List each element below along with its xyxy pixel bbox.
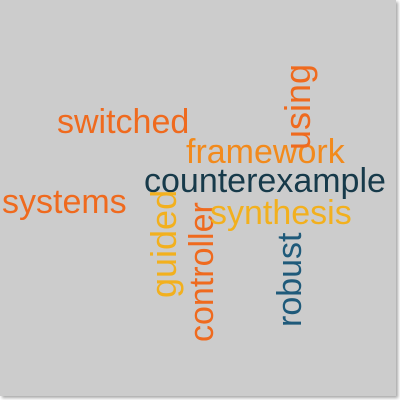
word-counterexample: counterexample <box>144 162 386 200</box>
word-framework: framework <box>186 133 345 171</box>
word-guided: guided <box>143 189 184 298</box>
word-systems: systems <box>2 183 127 221</box>
word-robust: robust <box>271 232 309 328</box>
word-synthesis: synthesis <box>210 194 352 232</box>
word-switched: switched <box>57 103 190 141</box>
word-using: using <box>277 63 318 150</box>
